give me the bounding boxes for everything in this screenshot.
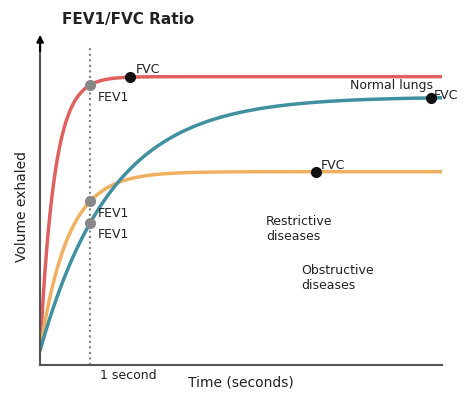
Text: Normal lungs: Normal lungs <box>350 79 434 93</box>
X-axis label: Time (seconds): Time (seconds) <box>188 376 294 390</box>
Text: FVC: FVC <box>136 63 160 76</box>
Text: FVC: FVC <box>434 89 458 102</box>
Text: FVC: FVC <box>321 159 346 172</box>
Text: FEV1/FVC Ratio: FEV1/FVC Ratio <box>62 12 194 27</box>
Y-axis label: Volume exhaled: Volume exhaled <box>15 151 29 262</box>
Text: FEV1: FEV1 <box>98 228 129 242</box>
Text: Obstructive
diseases: Obstructive diseases <box>301 264 374 292</box>
Text: Restrictive
diseases: Restrictive diseases <box>266 215 332 243</box>
Text: FEV1: FEV1 <box>98 91 129 104</box>
Text: 1 second: 1 second <box>100 369 157 382</box>
Text: FEV1: FEV1 <box>98 207 129 220</box>
